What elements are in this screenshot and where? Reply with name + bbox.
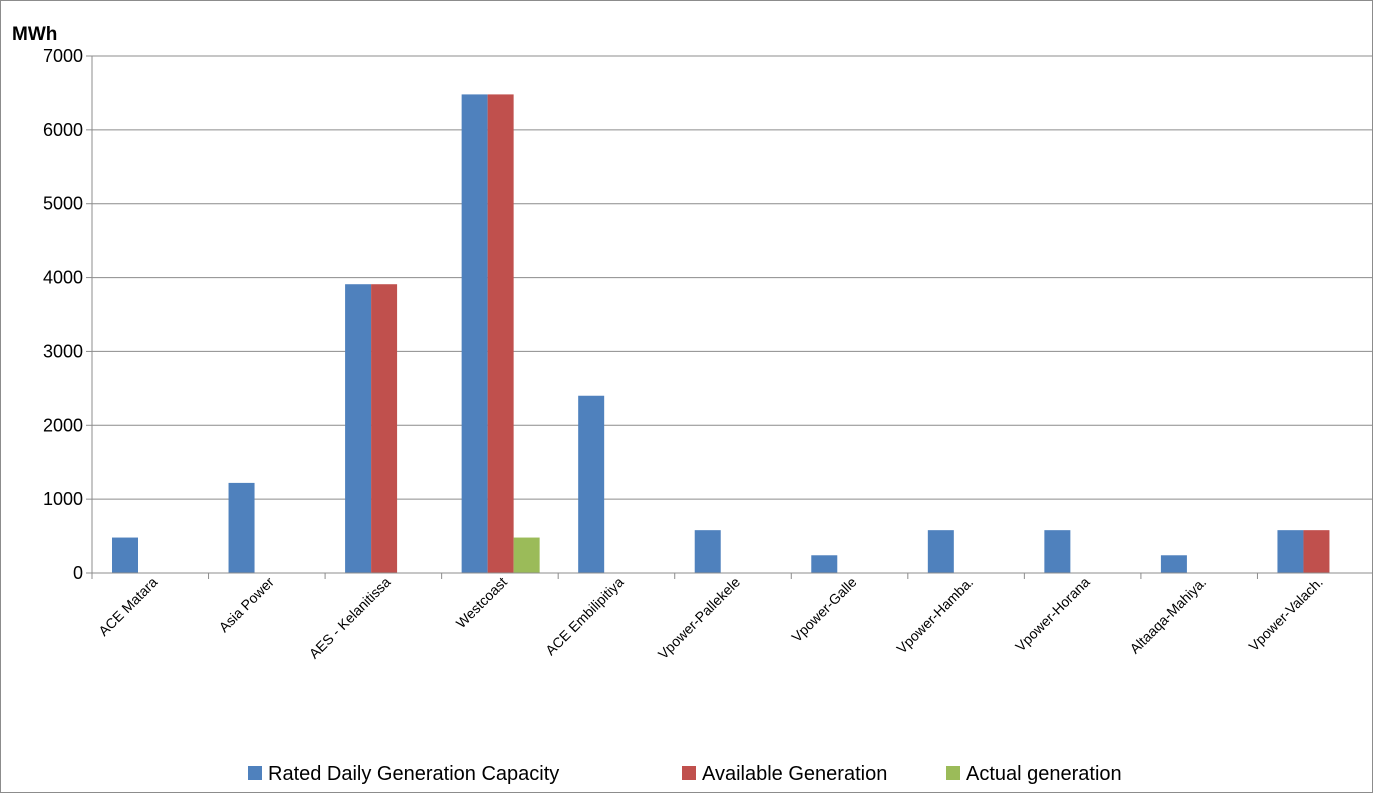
y-tick-label: 0 <box>73 563 83 583</box>
x-tick-labels: ACE Matara Asia Power AES - Kelanitissa Wes… <box>95 574 1326 663</box>
gridlines <box>92 55 1373 574</box>
y-tick-label: 6000 <box>43 120 83 140</box>
legend-label: Actual generation <box>966 763 1122 785</box>
bar-rated-daily-generation-capacity-10 <box>1277 530 1304 573</box>
x-tick-label: Asia Power <box>216 574 278 636</box>
legend-label: Rated Daily Generation Capacity <box>268 763 559 785</box>
legend-swatch <box>248 766 262 780</box>
bar-available-generation-10 <box>1303 530 1330 573</box>
x-tick-label: Vpower-Horana <box>1012 574 1093 655</box>
y-tick-label: 3000 <box>43 341 83 361</box>
y-tick-label: 1000 <box>43 489 83 509</box>
y-tick-label: 2000 <box>43 415 83 435</box>
bar-available-generation-3 <box>487 94 514 574</box>
y-tick-labels: 0 1000 2000 3000 4000 5000 6000 7000 <box>43 46 83 583</box>
bar-rated-daily-generation-capacity-3 <box>461 94 488 574</box>
bar-rated-daily-generation-capacity-5 <box>694 530 721 573</box>
x-tick-label: Vpower-Galle <box>788 574 859 645</box>
legend-swatch <box>682 766 696 780</box>
y-tick-label: 4000 <box>43 268 83 288</box>
bar-actual-generation-3 <box>513 537 540 573</box>
x-tick-label: Vpower-Hamba. <box>893 574 976 657</box>
x-tick-label: Vpower-Valach. <box>1245 574 1325 654</box>
bar-rated-daily-generation-capacity-8 <box>1044 530 1071 573</box>
bar-rated-daily-generation-capacity-7 <box>927 530 954 573</box>
bar-rated-daily-generation-capacity-6 <box>811 555 838 573</box>
bar-rated-daily-generation-capacity-1 <box>228 482 255 573</box>
y-tick-label: 7000 <box>43 46 83 66</box>
legend-swatch <box>946 766 960 780</box>
x-tick-label: ACE Matara <box>95 574 160 639</box>
bar-rated-daily-generation-capacity-4 <box>578 395 605 573</box>
bar-rated-daily-generation-capacity-9 <box>1160 555 1187 573</box>
x-tick-label: ACE Embilipitiya <box>542 574 627 659</box>
bar-rated-daily-generation-capacity-0 <box>112 537 138 573</box>
y-tick-label: 5000 <box>43 194 83 214</box>
bar-available-generation-2 <box>371 284 398 573</box>
x-tick-label: AES - Kelanitissa <box>306 574 394 662</box>
legend-label: Available Generation <box>702 763 887 785</box>
bars <box>112 94 1330 574</box>
legend: Rated Daily Generation Capacity Available… <box>248 763 1122 785</box>
axes <box>86 55 1373 579</box>
x-tick-label: Vpower-Pallekele <box>655 574 744 663</box>
y-unit-label: MWh <box>12 24 57 45</box>
bar-rated-daily-generation-capacity-2 <box>345 284 372 573</box>
x-tick-label: Altaaqa-Mahiya. <box>1126 574 1209 657</box>
x-tick-label: Westcoast <box>453 574 510 631</box>
